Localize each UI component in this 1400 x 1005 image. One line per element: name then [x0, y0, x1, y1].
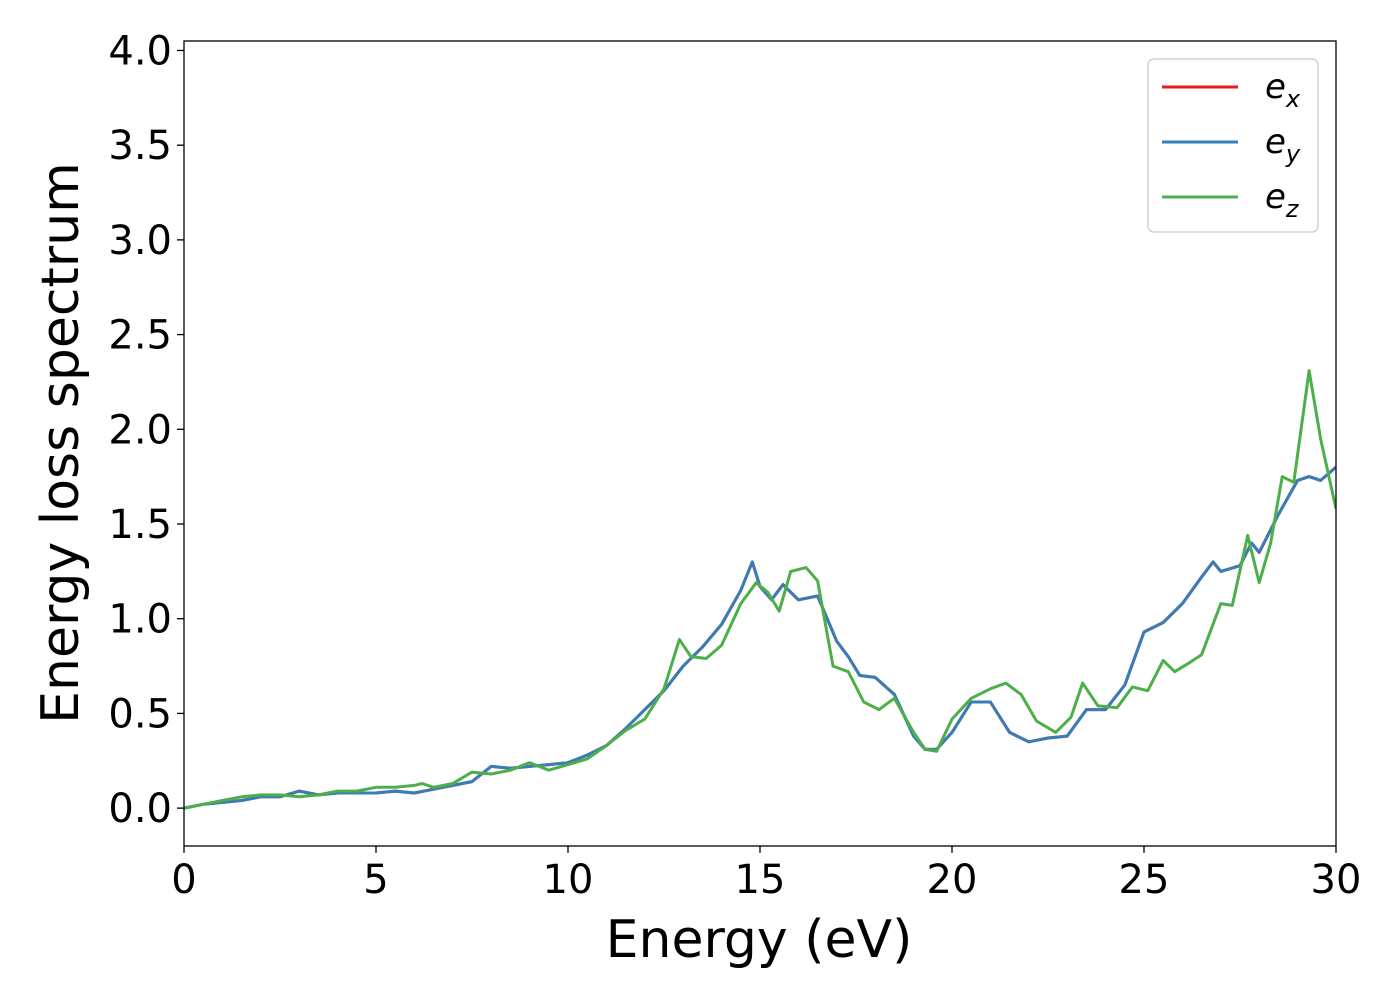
x-tick-label: 10 [543, 857, 594, 903]
x-tick-label: 20 [927, 857, 978, 903]
x-tick-label: 0 [171, 857, 196, 903]
legend-label-z: ez [1265, 177, 1300, 223]
y-tick-label: 3.0 [108, 218, 172, 264]
y-tick-label: 2.5 [108, 313, 172, 359]
x-tick-label: 30 [1311, 857, 1362, 903]
y-tick-label: 0.0 [108, 786, 172, 832]
legend-label-x: ex [1265, 67, 1301, 113]
y-tick-label: 2.0 [108, 407, 172, 453]
x-tick-label: 25 [1119, 857, 1170, 903]
y-axis-label: Energy loss spectrum [31, 162, 91, 724]
legend: ex ey ez [1147, 58, 1319, 233]
x-tick-label: 5 [363, 857, 388, 903]
y-tick-label: 0.5 [108, 691, 172, 737]
y-axis-ticks: 0.0 0.5 1.0 1.5 2.0 2.5 3.0 3.5 4.0 [108, 28, 184, 832]
legend-label-y: ey [1265, 122, 1301, 168]
y-tick-label: 1.5 [108, 502, 172, 548]
y-tick-label: 3.5 [108, 123, 172, 169]
y-tick-label: 4.0 [108, 28, 172, 74]
legend-frame [1147, 58, 1319, 233]
x-tick-label: 15 [735, 857, 786, 903]
x-axis-ticks: 0 5 10 15 20 25 30 [171, 846, 1361, 903]
series-line-1 [184, 466, 1336, 810]
series-line-2 [184, 369, 1336, 810]
y-tick-label: 1.0 [108, 597, 172, 643]
series-line-0 [184, 466, 1336, 810]
x-axis-label: Energy (eV) [606, 910, 913, 970]
